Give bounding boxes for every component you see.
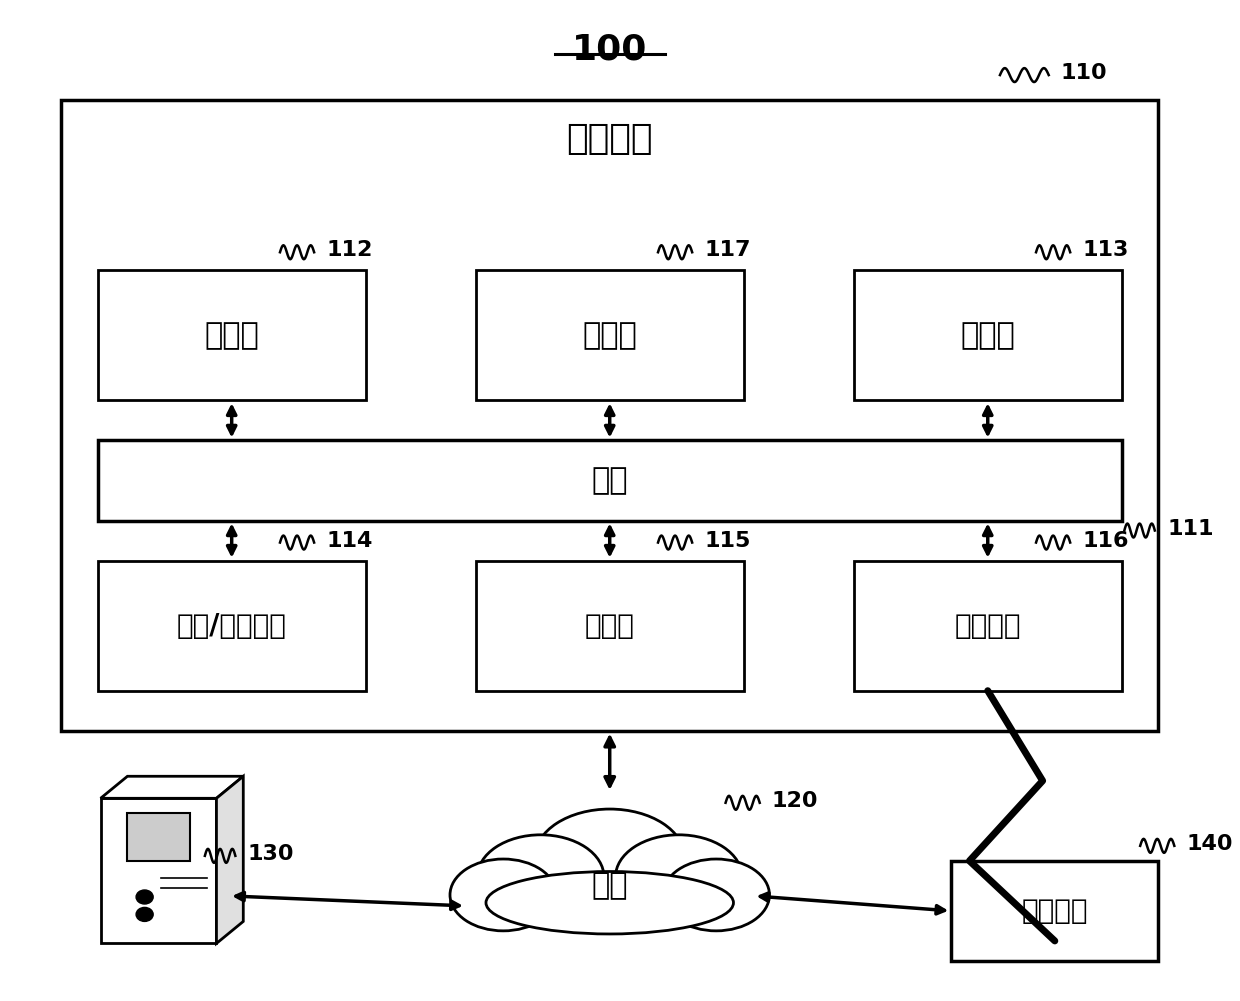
Ellipse shape [663,859,770,931]
FancyBboxPatch shape [98,440,1122,521]
Text: 电子设备: 电子设备 [1022,897,1087,925]
Text: 100: 100 [572,32,647,66]
FancyBboxPatch shape [853,561,1122,691]
Ellipse shape [534,809,684,906]
FancyBboxPatch shape [853,270,1122,400]
FancyBboxPatch shape [61,100,1158,731]
Text: 网络: 网络 [591,872,627,900]
Text: 130: 130 [248,844,294,864]
Text: 114: 114 [326,531,373,551]
Text: 110: 110 [1061,63,1107,83]
Ellipse shape [477,835,604,919]
FancyBboxPatch shape [100,799,217,943]
Text: 处理器: 处理器 [205,321,259,349]
Text: 116: 116 [1083,531,1128,551]
Ellipse shape [450,859,557,931]
FancyBboxPatch shape [126,813,191,861]
FancyBboxPatch shape [476,561,744,691]
Text: 115: 115 [704,531,750,551]
Text: 通信模块: 通信模块 [955,612,1021,640]
FancyBboxPatch shape [98,270,366,400]
Polygon shape [100,777,243,799]
Ellipse shape [615,835,742,919]
Text: 显示器: 显示器 [585,612,635,640]
Text: 输入/输出模块: 输入/输出模块 [177,612,286,640]
FancyBboxPatch shape [476,270,744,400]
Text: 140: 140 [1187,834,1233,854]
FancyBboxPatch shape [951,861,1158,961]
FancyBboxPatch shape [98,561,366,691]
Polygon shape [217,777,243,943]
Circle shape [136,907,154,921]
Text: 电子设备: 电子设备 [567,122,653,156]
Text: 物理键: 物理键 [583,321,637,349]
Text: 总线: 总线 [591,466,627,494]
Text: 117: 117 [704,240,751,260]
Ellipse shape [486,872,734,934]
Circle shape [136,890,154,904]
Text: 113: 113 [1083,240,1128,260]
Text: 112: 112 [326,240,373,260]
Text: 120: 120 [773,791,818,811]
Text: 存储器: 存储器 [960,321,1016,349]
Text: 111: 111 [1167,519,1214,539]
